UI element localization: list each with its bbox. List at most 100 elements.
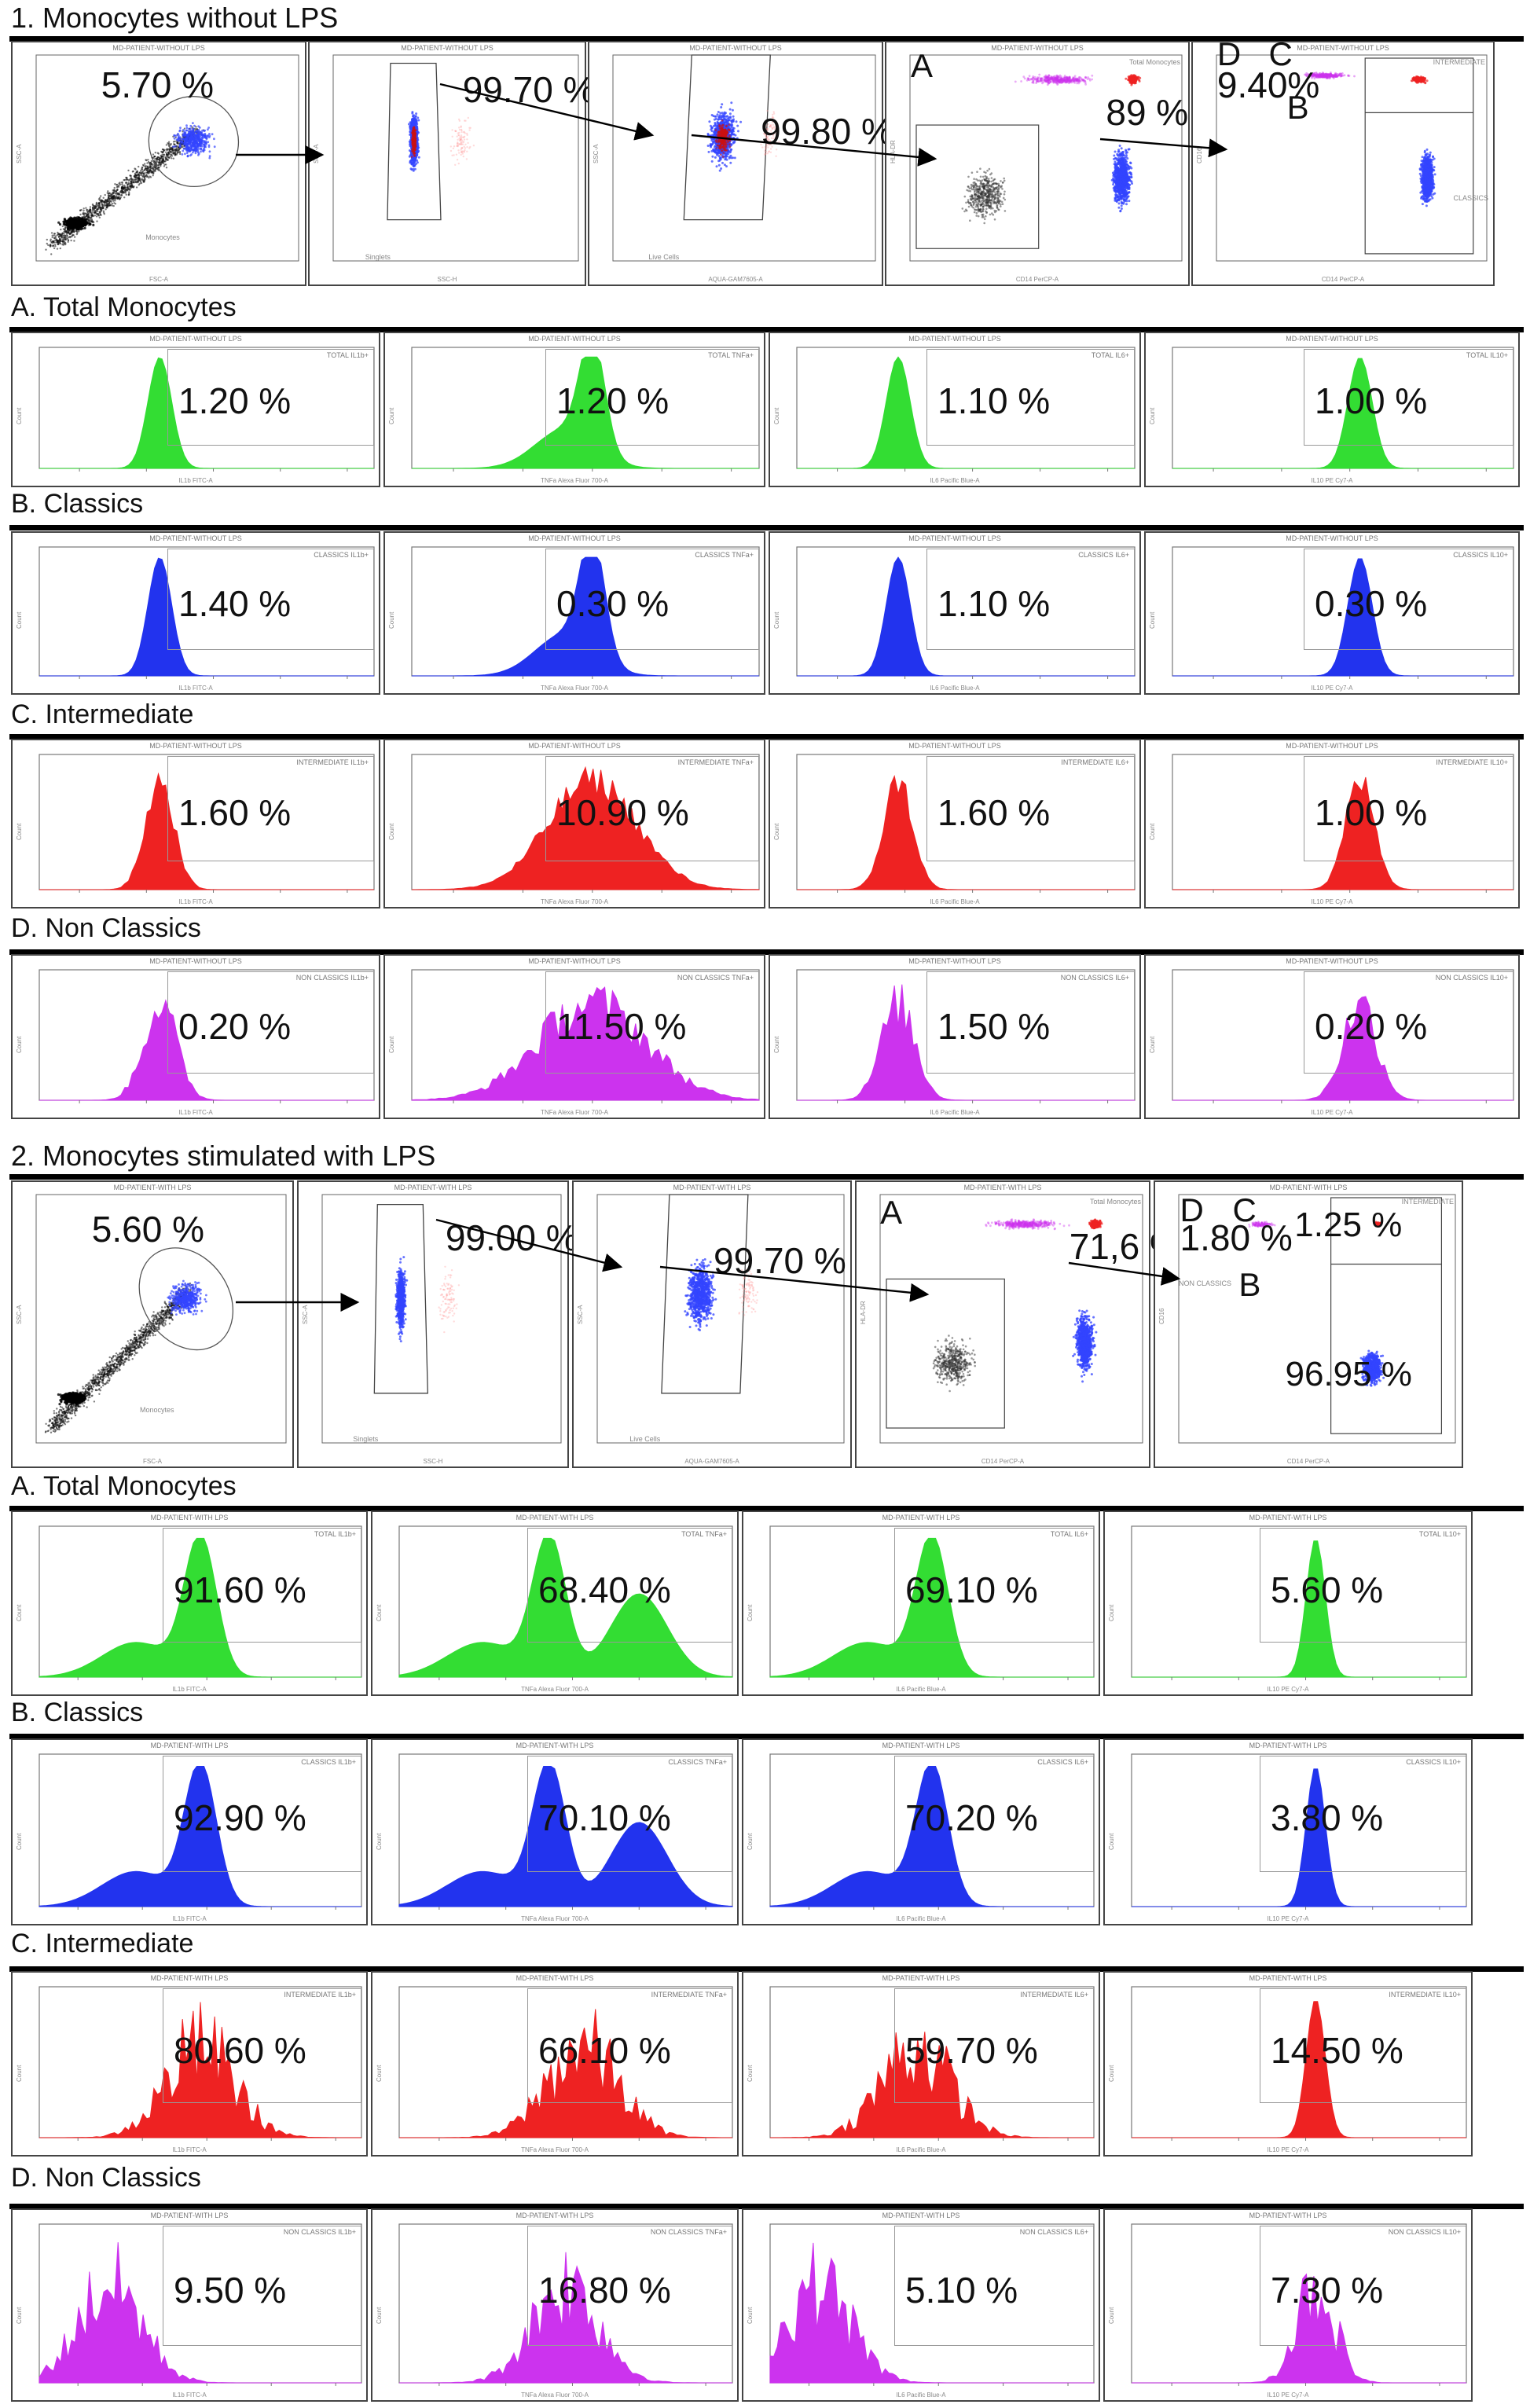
panel-title: MD-PATIENT-WITHOUT LPS [908,534,1001,542]
gate-name-2: NON CLASSICS [1179,1279,1232,1288]
percentage-label: 5.70 % [101,64,215,106]
histogram-panel: MD-PATIENT-WITHOUT LPS INTERMEDIATE IL10+… [1144,739,1520,909]
gate-box: CLASSICS IL6+ [926,549,1135,650]
percentage-label: 1.10 % [937,583,1051,624]
histogram-panel: MD-PATIENT-WITH LPS NON CLASSICS IL10+ 7.3… [1103,2208,1473,2402]
dot-plot [1178,1194,1456,1444]
x-axis-label: IL1b FITC-A [178,898,213,905]
histogram-plot [39,546,375,679]
histogram-panel: MD-PATIENT-WITHOUT LPS TOTAL IL1b+ 1.20 % I… [11,332,380,487]
gate-label: NON CLASSICS TNFa+ [677,974,754,982]
x-axis-label: IL10 PE Cy7-A [1267,1686,1309,1693]
x-axis-label: CD14 PerCP-A [1321,276,1365,283]
percentage-label: 14.50 % [1271,2030,1403,2071]
section-heading: A. Total Monocytes [11,1471,237,1501]
x-axis-label: IL6 Pacific Blue-A [930,898,980,905]
histogram-panel: MD-PATIENT-WITHOUT LPS CLASSICS IL10+ 0.30… [1144,531,1520,695]
percentage-label: 92.90 % [174,1797,306,1838]
x-axis-label: AQUA-GAM7605-A [684,1458,739,1465]
panel-title: MD-PATIENT-WITHOUT LPS [149,335,242,343]
x-axis-label: IL1b FITC-A [172,2391,207,2399]
histogram-panel: MD-PATIENT-WITH LPS CLASSICS IL1b+ 92.90 %… [11,1738,368,1925]
divider [9,734,1524,740]
y-axis-label: HLA-DR [890,140,897,163]
histogram-series [412,556,759,677]
histogram-panel: MD-PATIENT-WITHOUT LPS NON CLASSICS IL6+ 1… [769,954,1141,1119]
y-axis-label: Count [747,2307,754,2325]
histogram-plot [1131,1753,1467,1910]
y-axis-label: Count [1108,2307,1115,2325]
x-axis-label: TNFa Alexa Fluor 700-A [541,685,608,692]
divider [9,949,1524,955]
panel-title: MD-PATIENT-WITHOUT LPS [401,44,493,52]
histogram-plot [796,754,1136,893]
gate-name: Live Cells [648,253,680,261]
dot-plot [35,54,299,262]
panel-title: MD-PATIENT-WITH LPS [963,1184,1042,1191]
panel-title: MD-PATIENT-WITHOUT LPS [689,44,782,52]
histogram-plot [1131,1986,1467,2141]
percentage-label: 1.40 % [178,583,292,624]
histogram-series [39,2002,361,2138]
y-axis-label: Count [376,1604,383,1622]
gate-box: NON CLASSICS IL1b+ [167,971,374,1074]
gate-label: TOTAL IL1b+ [326,351,369,359]
dot-plot [909,54,1183,262]
panel-title: MD-PATIENT-WITH LPS [150,2212,229,2219]
gate-name: INTERMEDIATE [1433,58,1485,66]
gate-box: NON CLASSICS IL1b+ [163,2226,361,2346]
gate-label: CLASSICS IL10+ [1453,551,1508,559]
histogram-plot [1131,2223,1467,2386]
panel-title: MD-PATIENT-WITH LPS [150,1974,229,1982]
histogram-series [39,1537,361,1678]
histogram-plot [769,1986,1095,2141]
gate-box: INTERMEDIATE IL1b+ [163,1988,361,2103]
panel-title: MD-PATIENT-WITHOUT LPS [1286,534,1378,542]
histogram-series [1132,2001,1466,2138]
gate-box: TOTAL IL6+ [894,1528,1094,1643]
dot-plot [1216,54,1488,262]
panel-title: MD-PATIENT-WITHOUT LPS [112,44,205,52]
x-axis-label: IL1b FITC-A [178,685,213,692]
histogram-panel: MD-PATIENT-WITH LPS NON CLASSICS TNFa+ 16.… [371,2208,739,2402]
x-axis-label: CD14 PerCP-A [1015,276,1059,283]
x-axis-label: IL6 Pacific Blue-A [896,2146,946,2153]
histogram-plot [39,1986,362,2141]
x-axis-label: IL10 PE Cy7-A [1267,1915,1309,1922]
gate-box: TOTAL IL6+ [926,349,1135,446]
histogram-panel: MD-PATIENT-WITHOUT LPS TOTAL IL10+ 1.00 % I… [1144,332,1520,487]
gate-box: TOTAL IL10+ [1260,1528,1466,1643]
percentage-label: 9.50 % [174,2270,287,2311]
gate-label: TOTAL IL10+ [1466,351,1508,359]
section-heading: B. Classics [11,1698,144,1727]
y-axis-label: HLA-DR [860,1301,867,1324]
panel-title: MD-PATIENT-WITH LPS [516,2212,594,2219]
x-axis-label: FSC-A [149,276,168,283]
section-heading: B. Classics [11,489,144,519]
y-axis-label: SSC-A [313,144,320,163]
histogram-series [1172,358,1513,469]
y-axis-label: Count [376,2307,383,2325]
histogram-series [411,986,760,1101]
gate-name: Monocytes [140,1406,174,1415]
part-heading: 1. Monocytes without LPS [11,2,339,34]
histogram-plot [398,1986,733,2141]
y-axis-label: Count [388,823,395,841]
percentage-label: 10.90 % [556,792,689,833]
y-axis-label: CD16 [1158,1308,1165,1324]
x-axis-label: FSC-A [143,1458,162,1465]
gate-label: TOTAL IL6+ [1091,351,1129,359]
gate-box: NON CLASSICS IL6+ [894,2226,1094,2346]
x-axis-label: IL10 PE Cy7-A [1311,1109,1353,1116]
panel-title: MD-PATIENT-WITHOUT LPS [149,742,242,750]
percentage-label: 1.60 % [937,792,1051,833]
y-axis-label: Count [1149,1036,1156,1053]
gate-box: TOTAL IL10+ [1304,349,1513,446]
y-axis-label: Count [747,2065,754,2083]
gate-box: INTERMEDIATE IL10+ [1260,1988,1466,2103]
y-axis-label: Count [773,612,780,630]
section-heading: A. Total Monocytes [11,292,237,322]
panel-title: MD-PATIENT-WITH LPS [1269,1184,1348,1191]
gate-box: CLASSICS IL6+ [894,1756,1094,1872]
histogram-panel: MD-PATIENT-WITHOUT LPS TOTAL IL6+ 1.10 % IL… [769,332,1141,487]
